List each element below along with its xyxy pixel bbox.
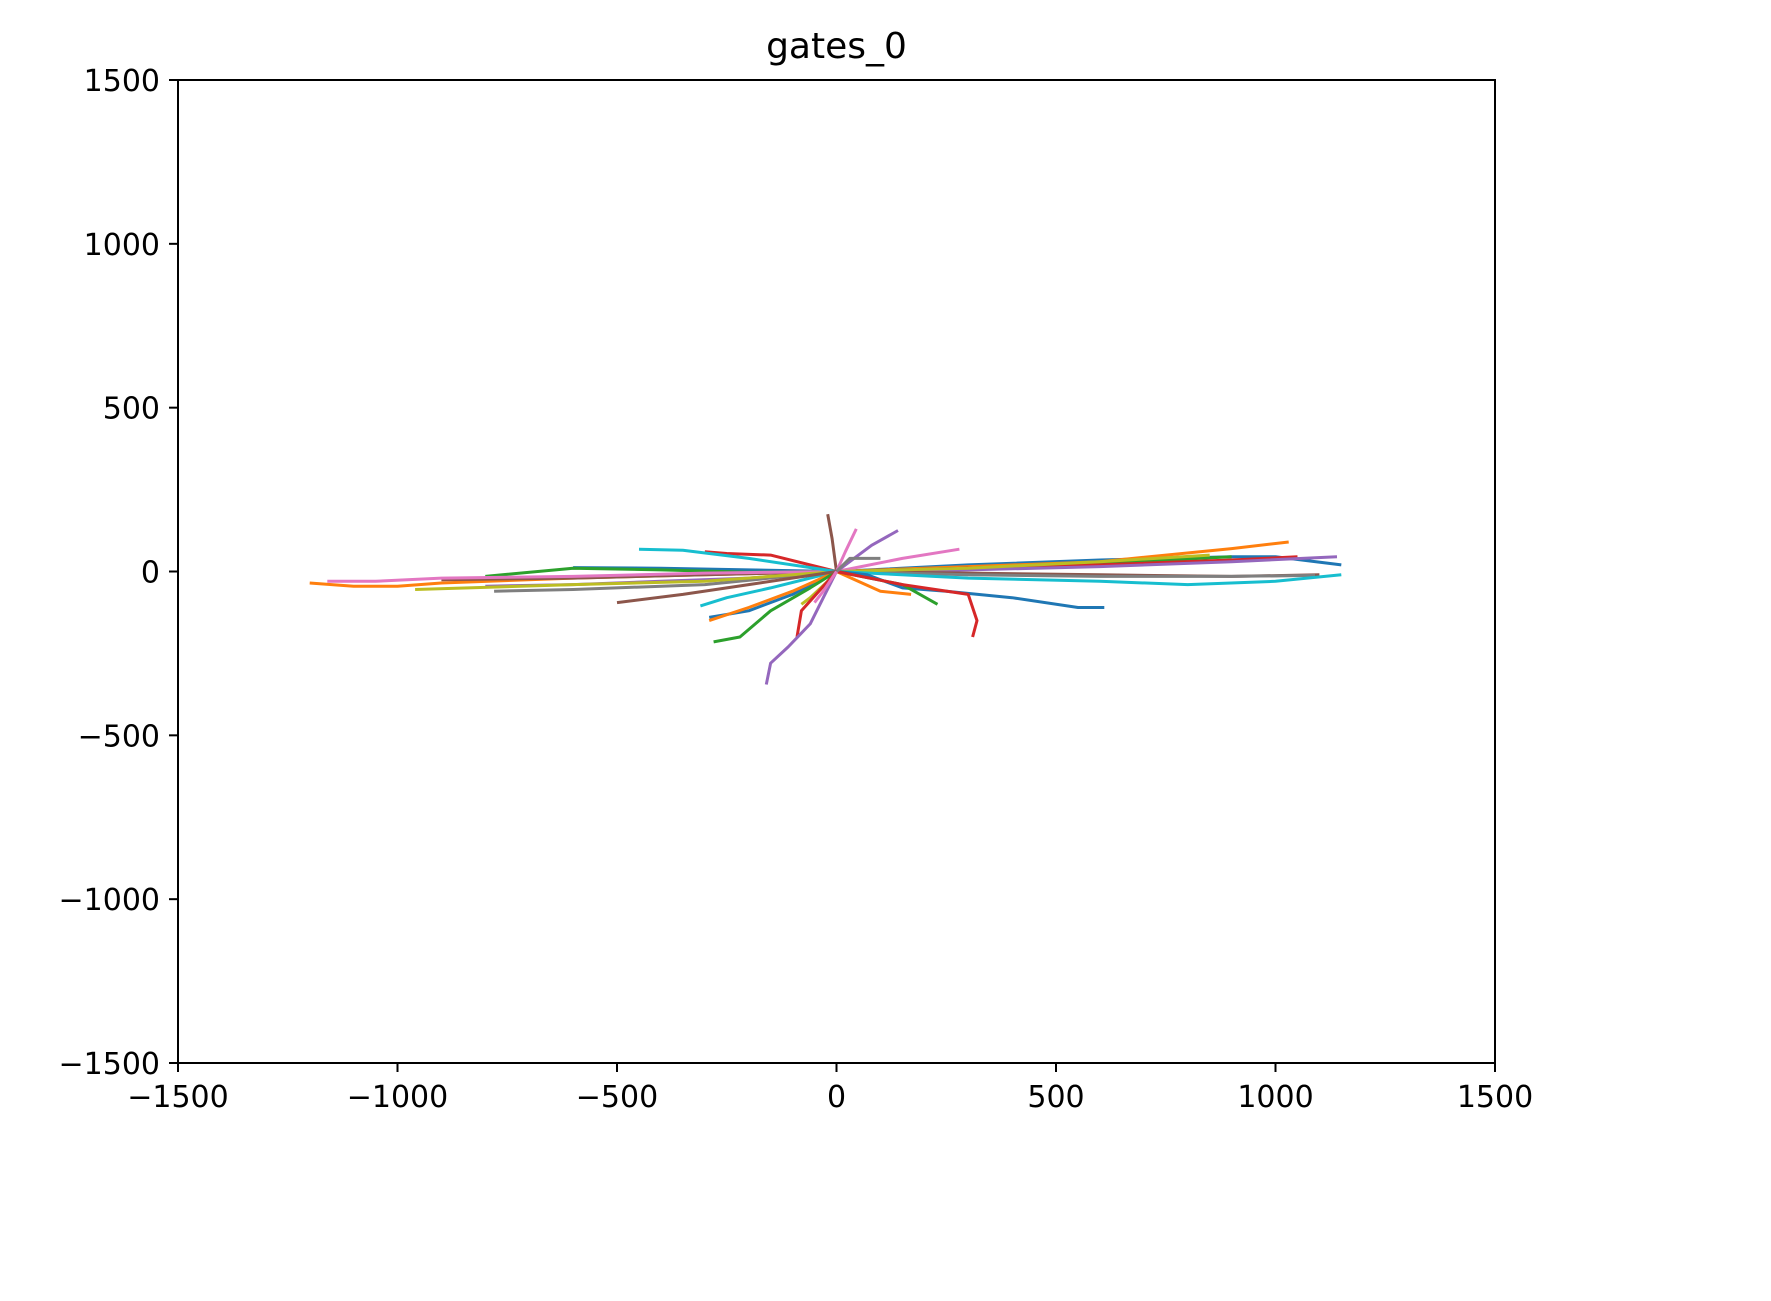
y-tick-label: −500	[78, 719, 160, 754]
series-line	[836, 570, 1316, 578]
series-line	[836, 570, 979, 638]
y-tick-label: 1000	[84, 228, 160, 263]
series-line	[494, 570, 837, 593]
y-tick-label: −1000	[59, 883, 160, 918]
series-line	[638, 547, 837, 573]
series-line	[835, 529, 899, 573]
series-line	[713, 570, 838, 644]
series-line	[835, 556, 881, 573]
series-line	[704, 550, 837, 573]
series-line	[327, 570, 837, 583]
series-line	[826, 513, 838, 572]
series-line	[699, 570, 837, 608]
series-line	[835, 570, 912, 596]
y-tick-label: 1500	[84, 64, 160, 99]
series-line	[813, 570, 838, 604]
x-tick-label: 1500	[1457, 1080, 1533, 1115]
series-layer	[309, 513, 1342, 685]
series-line	[764, 570, 838, 685]
x-tick-label: 1000	[1237, 1080, 1313, 1115]
x-tick-label: 0	[827, 1080, 846, 1115]
x-tick-label: −500	[576, 1080, 658, 1115]
series-line	[616, 570, 837, 605]
x-tick-label: −1000	[347, 1080, 448, 1115]
series-line	[708, 570, 838, 623]
series-line	[415, 570, 837, 591]
series-line	[836, 553, 1210, 573]
y-axis-ticks: −1500 −1000 −500 0 500 1000 1500	[59, 64, 178, 1082]
y-tick-label: −1500	[59, 1047, 160, 1082]
series-line	[795, 570, 838, 638]
x-axis-ticks: −1500 −1000 −500 0 500 1000 1500	[127, 1063, 1533, 1115]
y-tick-label: 0	[141, 556, 160, 591]
x-tick-label: −1500	[127, 1080, 228, 1115]
chart-title: gates_0	[766, 26, 907, 67]
y-tick-label: 500	[103, 392, 160, 427]
series-line	[836, 570, 1342, 587]
series-line	[835, 528, 858, 573]
series-line	[836, 547, 960, 573]
x-tick-label: 500	[1027, 1080, 1084, 1115]
